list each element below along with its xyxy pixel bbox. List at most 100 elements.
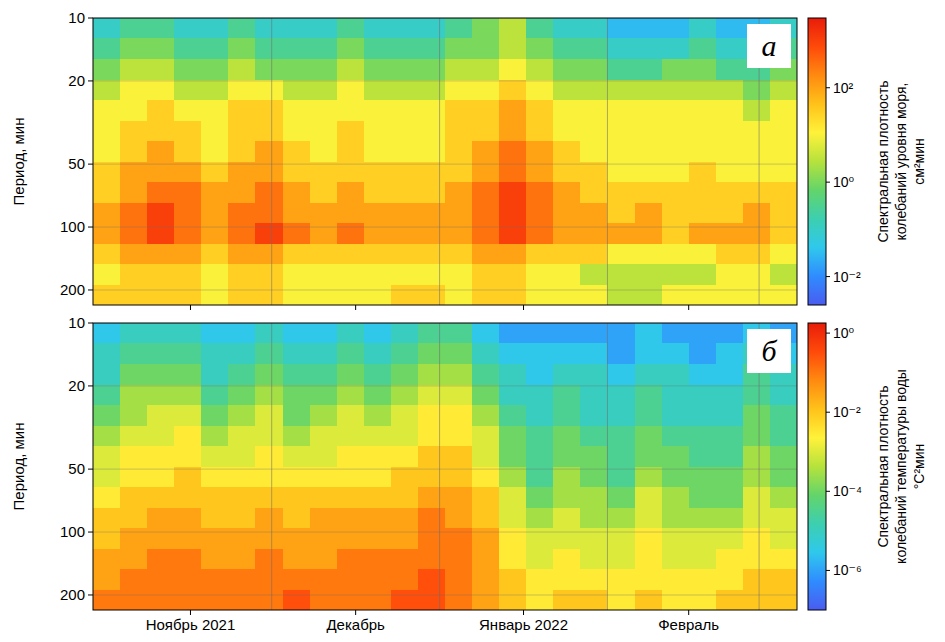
heatmap-cell bbox=[770, 182, 797, 203]
heatmap-cell bbox=[635, 223, 663, 244]
heatmap-cell bbox=[255, 182, 283, 203]
heatmap-cell bbox=[607, 141, 635, 162]
heatmap-cell bbox=[147, 244, 175, 265]
heatmap-cell bbox=[147, 487, 175, 508]
heatmap-cell bbox=[689, 121, 717, 142]
heatmap-cell bbox=[689, 285, 717, 305]
heatmap-cell bbox=[445, 467, 473, 488]
heatmap-cell bbox=[120, 285, 148, 305]
heatmap-cell bbox=[635, 100, 663, 121]
y-tick bbox=[88, 594, 93, 595]
y-tick-label: 200 bbox=[60, 281, 85, 298]
heatmap-cell bbox=[174, 426, 202, 447]
heatmap-cell bbox=[201, 323, 229, 344]
heatmap-cell bbox=[283, 323, 311, 344]
heatmap-cell bbox=[472, 80, 500, 101]
heatmap-cell bbox=[391, 121, 419, 142]
heatmap-cell bbox=[418, 323, 446, 344]
heatmap-cell bbox=[770, 590, 797, 610]
heatmap-cell bbox=[526, 569, 554, 590]
heatmap-cell bbox=[418, 446, 446, 467]
heatmap-cell bbox=[337, 203, 365, 224]
heatmap-cell bbox=[445, 244, 473, 265]
heatmap-cell bbox=[716, 121, 744, 142]
heatmap-cell bbox=[147, 182, 175, 203]
heatmap-cell bbox=[526, 467, 554, 488]
heatmap-cell bbox=[147, 385, 175, 406]
heatmap-cell bbox=[418, 285, 446, 305]
heatmap-cell bbox=[553, 385, 581, 406]
heatmap-cell bbox=[472, 182, 500, 203]
heatmap-cell bbox=[580, 38, 608, 59]
heatmap-cell bbox=[418, 18, 446, 39]
heatmap-cell bbox=[283, 426, 311, 447]
heatmap-cell bbox=[553, 487, 581, 508]
heatmap-cell bbox=[364, 264, 392, 285]
heatmap-cell bbox=[635, 264, 663, 285]
y-tick-label: 100 bbox=[60, 218, 85, 235]
heatmap-cell bbox=[716, 590, 744, 610]
heatmap-cell bbox=[310, 487, 338, 508]
heatmap-cell bbox=[120, 100, 148, 121]
heatmap-cell bbox=[445, 487, 473, 508]
heatmap-cell bbox=[310, 80, 338, 101]
heatmap-cell bbox=[553, 203, 581, 224]
heatmap-cell bbox=[716, 244, 744, 265]
heatmap-cell bbox=[418, 569, 446, 590]
heatmap-cell bbox=[255, 364, 283, 385]
heatmap-cell bbox=[147, 223, 175, 244]
heatmap-cell bbox=[364, 590, 392, 610]
heatmap-cell bbox=[120, 141, 148, 162]
heatmap-cell bbox=[255, 223, 283, 244]
heatmap-cell bbox=[201, 528, 229, 549]
heatmap-cell bbox=[120, 18, 148, 39]
heatmap-cell bbox=[553, 549, 581, 570]
heatmap-cell bbox=[526, 38, 554, 59]
heatmap-cell bbox=[472, 590, 500, 610]
heatmap-cell bbox=[445, 162, 473, 183]
heatmap-cell bbox=[337, 364, 365, 385]
y-tick bbox=[88, 227, 93, 228]
heatmap-cell bbox=[526, 385, 554, 406]
heatmap-cell bbox=[445, 549, 473, 570]
colorbar-tick bbox=[826, 87, 830, 88]
heatmap-cell bbox=[364, 141, 392, 162]
heatmap-cell bbox=[526, 323, 554, 344]
x-tick bbox=[688, 305, 689, 310]
heatmap-cell bbox=[391, 323, 419, 344]
heatmap-cell bbox=[580, 121, 608, 142]
heatmap-cell bbox=[418, 121, 446, 142]
heatmap-cell bbox=[228, 590, 256, 610]
heatmap-cell bbox=[689, 59, 717, 80]
heatmap-cell bbox=[120, 223, 148, 244]
heatmap-cell bbox=[418, 162, 446, 183]
heatmap-cell bbox=[255, 59, 283, 80]
heatmap-cell bbox=[283, 121, 311, 142]
heatmap-cell bbox=[553, 528, 581, 549]
heatmap-cell bbox=[364, 121, 392, 142]
heatmap-cell bbox=[418, 549, 446, 570]
heatmap-cell bbox=[255, 38, 283, 59]
heatmap-cell bbox=[337, 426, 365, 447]
heatmap-cell bbox=[635, 385, 663, 406]
heatmap-cell bbox=[364, 385, 392, 406]
panel-label: а bbox=[762, 29, 777, 62]
heatmap-cell bbox=[662, 467, 690, 488]
grid-line bbox=[93, 227, 797, 228]
heatmap-cell bbox=[445, 80, 473, 101]
heatmap-cell bbox=[445, 343, 473, 364]
heatmap-cell bbox=[310, 508, 338, 529]
heatmap-cell bbox=[635, 467, 663, 488]
heatmap-cell bbox=[770, 528, 797, 549]
heatmap-cell bbox=[337, 182, 365, 203]
colorbar bbox=[808, 18, 826, 305]
heatmap-cell bbox=[174, 264, 202, 285]
heatmap-cell bbox=[689, 80, 717, 101]
heatmap-cell bbox=[255, 264, 283, 285]
heatmap-cell bbox=[662, 405, 690, 426]
heatmap-cell bbox=[147, 285, 175, 305]
heatmap-cell bbox=[662, 18, 690, 39]
heatmap-cell bbox=[283, 446, 311, 467]
heatmap-cell bbox=[635, 203, 663, 224]
heatmap-cell bbox=[201, 38, 229, 59]
